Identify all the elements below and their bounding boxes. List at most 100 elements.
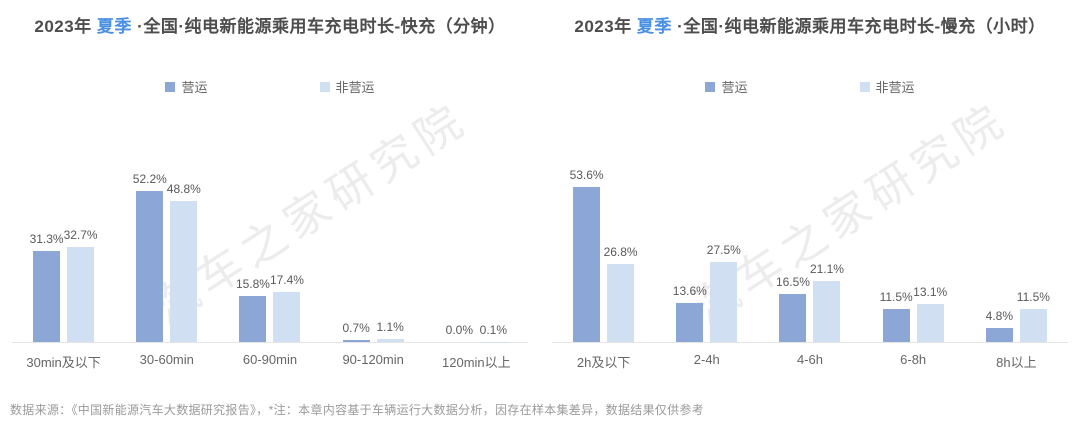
bar-value-label: 17.4% [269,272,304,287]
category-label: 8h以上 [996,355,1037,370]
bar-column: 0.1% [480,323,507,342]
bar-column: 27.5% [707,243,741,342]
category-label: 2h及以下 [576,355,631,370]
bar-column: 26.8% [604,245,638,342]
bar-column: 31.3% [30,232,64,342]
title-rest: ·全国·纯电新能源乘用车充电时长-慢充（小时） [677,17,1046,36]
bar-营运 [676,302,704,342]
title-season: 夏季 [636,17,672,36]
bar-value-label: 53.6% [569,167,604,182]
bar-column: 11.5% [1016,289,1050,342]
legend: 营运 非营运 [0,77,540,96]
legend-swatch-operating [165,81,176,92]
legend: 营运 非营运 [540,77,1080,96]
bar-非营运 [170,200,198,342]
legend-swatch-non-operating [319,81,330,92]
bar-group: 16.5% 21.1% [758,262,861,342]
category-label: 120min以上 [442,355,511,370]
bar-非营运 [607,264,635,342]
legend-swatch-operating [705,81,716,92]
bar-value-label: 13.6% [672,283,707,298]
bar-营运 [33,251,61,342]
bar-非营运 [813,280,841,342]
bar-column: 0.7% [342,321,370,342]
bar-非营运 [376,338,404,342]
bar-group: 53.6% 26.8% [552,168,655,342]
legend-label-non-operating: 非营运 [875,80,915,95]
bar-column: 1.1% [376,319,404,342]
bar-value-label: 31.3% [29,232,64,247]
bar-value-label: 26.8% [603,245,638,260]
bar-column: 15.8% [236,277,270,342]
bar-value-label: 0.7% [342,321,370,335]
bar-营运 [239,296,267,342]
category-label: 2-4h [693,352,720,367]
bar-group: 4.8% 11.5% [965,290,1068,342]
chart-fast-charge: 2023年 夏季 ·全国·纯电新能源乘用车充电时长-快充（分钟） 营运 非营运 … [0,12,540,371]
category-label: 30-60min [139,352,194,367]
bar-column: 52.2% [133,172,167,342]
legend-label-operating: 营运 [721,80,748,95]
title-season: 夏季 [96,17,132,36]
bar-column: 32.7% [64,228,98,342]
legend-item-non-operating: 非营运 [859,77,915,96]
category-axis-slow-charge: 2h及以下 2-4h 4-6h 6-8h 8h以上 [552,343,1068,371]
bar-营运 [779,294,807,342]
category-label: 90-120min [342,352,404,367]
bar-营运 [882,308,910,342]
category-label: 60-90min [242,352,298,367]
bar-value-label: 4.8% [985,309,1014,324]
legend-label-non-operating: 非营运 [335,80,375,95]
bar-value-label: 13.1% [913,285,948,299]
bar-column: 0.0% [446,323,473,342]
bar-value-label: 27.5% [706,243,741,258]
bar-非营运 [710,262,738,342]
bar-value-label: 52.2% [132,171,167,186]
bar-非营运 [67,247,95,342]
bar-group: 0.7% 1.1% [322,320,425,342]
category-label: 30min及以下 [26,355,101,370]
category-label: 6-8h [900,352,927,367]
footnote: 数据来源：《中国新能源汽车大数据研究报告》，*注：本章内容基于车辆运行大数据分析… [10,403,705,417]
bar-value-label: 32.7% [63,228,98,243]
bar-value-label: 0.0% [445,323,474,337]
chart-title-slow-charge: 2023年 夏季 ·全国·纯电新能源乘用车充电时长-慢充（小时） [550,12,1070,37]
bar-column: 48.8% [167,182,201,342]
bar-column: 4.8% [986,309,1013,342]
bar-营运 [342,340,370,342]
legend-swatch-non-operating [859,81,870,92]
bar-value-label: 48.8% [166,181,201,196]
bar-营运 [985,328,1013,342]
category-axis-fast-charge: 30min及以下 30-60min 60-90min 90-120min 120min以… [12,343,528,371]
plot-area-slow-charge: 53.6% 26.8% 13.6% 27.5% 16.5% 21.1% 11.5% 13.1%… [552,118,1068,343]
bar-column: 17.4% [270,273,304,342]
category-label: 4-6h [796,352,823,367]
bar-group: 0.0% 0.1% [425,323,528,342]
legend-label-operating: 营运 [181,80,208,95]
bar-value-label: 11.5% [1016,289,1050,304]
chart-title-fast-charge: 2023年 夏季 ·全国·纯电新能源乘用车充电时长-快充（分钟） [10,12,530,37]
chart-slow-charge: 2023年 夏季 ·全国·纯电新能源乘用车充电时长-慢充（小时） 营运 非营运 … [540,0,1080,428]
bar-营运 [136,190,164,342]
bar-value-label: 21.1% [809,261,844,276]
bar-非营运 [1019,308,1047,342]
bar-group: 31.3% 32.7% [12,228,115,342]
bar-column: 13.6% [673,284,707,342]
bar-group: 11.5% 13.1% [862,285,965,342]
bar-value-label: 0.1% [479,322,508,337]
bar-group: 13.6% 27.5% [655,243,758,342]
bar-column: 53.6% [570,168,604,342]
bar-group: 52.2% 48.8% [115,172,218,342]
bar-value-label: 1.1% [376,319,404,334]
legend-item-operating: 营运 [705,77,748,96]
title-year: 2023年 [34,17,92,36]
plot-area-fast-charge: 31.3% 32.7% 52.2% 48.8% 15.8% 17.4% 0.7% 1.1% 0.… [12,118,528,343]
bar-column: 16.5% [776,275,810,342]
bar-column: 11.5% [880,290,913,342]
bar-非营运 [273,291,301,342]
bar-营运 [573,186,601,342]
bar-column: 21.1% [810,262,844,342]
legend-item-non-operating: 非营运 [319,77,375,96]
title-year: 2023年 [574,17,632,36]
